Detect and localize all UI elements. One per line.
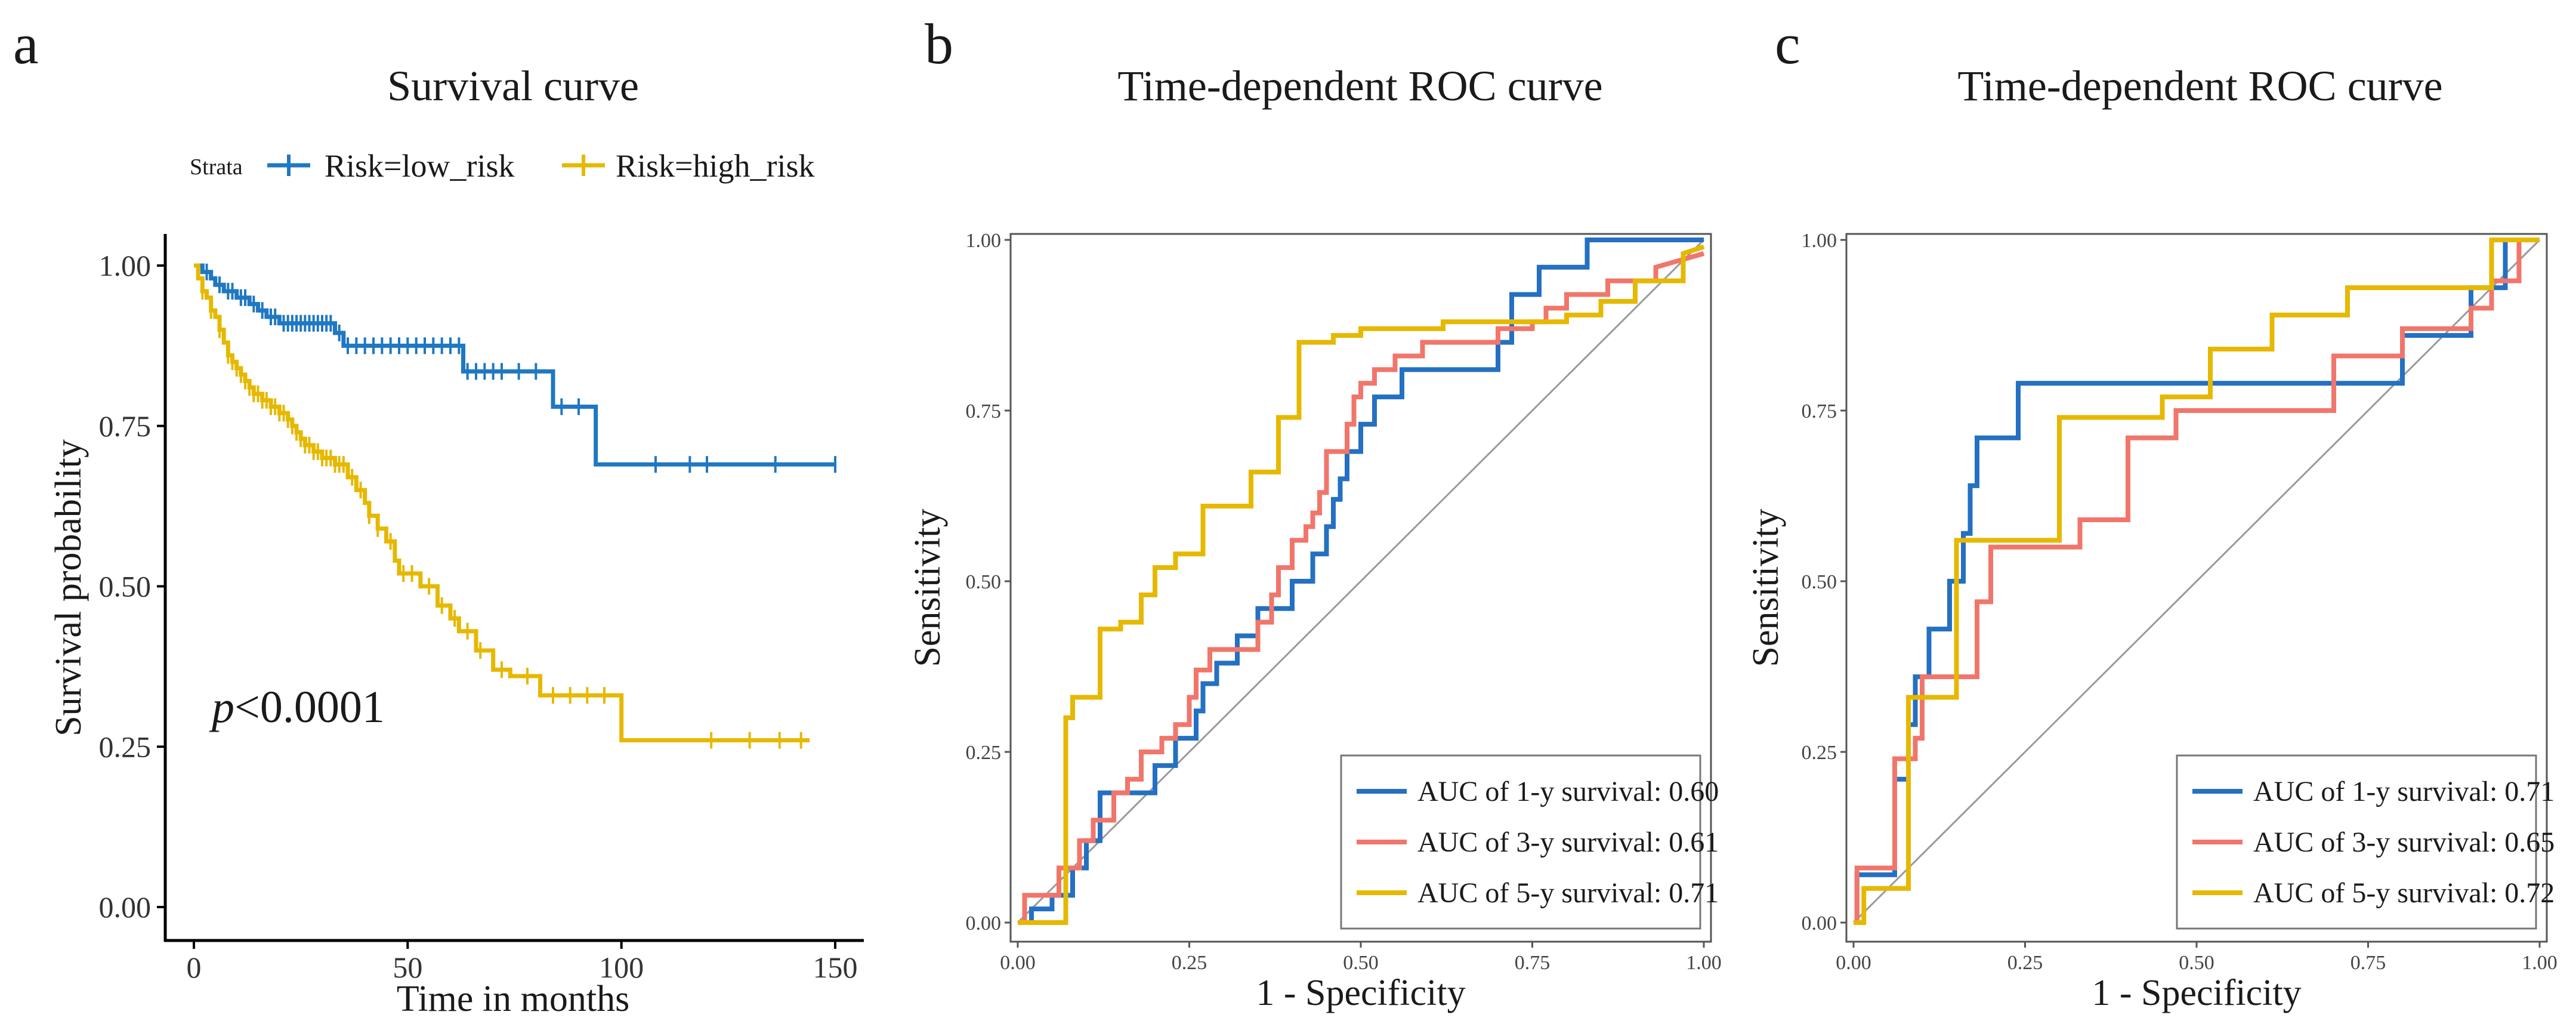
y-tick-label: 0.50 bbox=[1802, 571, 1837, 593]
y-tick-label: 0.00 bbox=[99, 890, 152, 924]
y-axis-ticks: 0.00 0.25 0.50 0.75 1.00 bbox=[99, 249, 165, 924]
roc-line-3y bbox=[1854, 238, 2540, 925]
legend-label: AUC of 1-y survival: 0.71 bbox=[2253, 776, 2555, 807]
y-tick-label: 0.50 bbox=[99, 570, 152, 603]
series-low-risk bbox=[194, 263, 836, 473]
p-value-symbol: p bbox=[209, 682, 234, 732]
y-tick-label: 0.75 bbox=[1802, 400, 1837, 423]
panel-a-survival-curve: a Survival curve Strata Risk=low_risk Ri… bbox=[13, 12, 864, 1019]
strata-legend: Strata Risk=low_risk Risk=high_risk bbox=[190, 148, 815, 184]
legend-key-low-risk bbox=[267, 155, 310, 176]
x-tick-label: 150 bbox=[813, 951, 858, 984]
x-tick-label: 0.00 bbox=[1836, 952, 1871, 974]
x-axis-title: Time in months bbox=[397, 979, 629, 1019]
series-high-risk bbox=[194, 263, 810, 749]
panel-c-roc-curve: c Time-dependent ROC curve 0.000.250.500… bbox=[1746, 12, 2558, 1013]
x-tick-label: 0 bbox=[187, 951, 202, 984]
reference-diagonal bbox=[1852, 239, 2541, 924]
chart-title: Time-dependent ROC curve bbox=[1957, 62, 2442, 110]
y-tick-label: 0.00 bbox=[966, 912, 1002, 935]
y-tick-label: 0.25 bbox=[966, 742, 1002, 764]
y-tick-label: 0.75 bbox=[99, 409, 152, 443]
chart-title: Survival curve bbox=[387, 62, 639, 110]
x-tick-label: 0.75 bbox=[1515, 952, 1550, 974]
legend-title: Strata bbox=[190, 155, 243, 180]
y-axis-title: Survival probability bbox=[48, 439, 89, 736]
survival-line bbox=[194, 263, 835, 467]
survival-line bbox=[194, 263, 810, 742]
x-tick-label: 0.50 bbox=[2179, 952, 2214, 974]
legend: AUC of 1-y survival: 0.71 AUC of 3-y surv… bbox=[2176, 754, 2555, 930]
roc-line-3y bbox=[1018, 251, 1705, 925]
y-tick-label: 1.00 bbox=[1802, 230, 1837, 252]
roc-line-5y bbox=[1854, 238, 2540, 925]
x-tick-label: 0.50 bbox=[1343, 952, 1379, 974]
legend-label: AUC of 5-y survival: 0.71 bbox=[1417, 877, 1719, 909]
panel-letter-a: a bbox=[13, 12, 39, 76]
roc-line-5y bbox=[1018, 244, 1705, 925]
y-tick-label: 0.50 bbox=[966, 571, 1002, 593]
p-value-annotation: p<0.0001 bbox=[209, 682, 385, 732]
p-value-text: <0.0001 bbox=[234, 682, 385, 732]
legend-label-low-risk: Risk=low_risk bbox=[325, 148, 515, 184]
x-tick-label: 50 bbox=[393, 951, 422, 984]
x-tick-label: 0.00 bbox=[1000, 952, 1036, 974]
y-tick-label: 0.25 bbox=[1802, 742, 1837, 764]
roc-plot-area: 0.00 0.25 0.50 0.75 1.00 0.00 0.25 0.50 0.75 1.00… bbox=[1802, 230, 2558, 974]
legend-label: AUC of 5-y survival: 0.72 bbox=[2253, 877, 2555, 909]
x-tick-label: 1.00 bbox=[2522, 952, 2558, 974]
panel-letter-c: c bbox=[1775, 12, 1800, 76]
legend-label: AUC of 3-y survival: 0.61 bbox=[1417, 827, 1719, 858]
chart-title: Time-dependent ROC curve bbox=[1117, 62, 1602, 110]
y-tick-label: 0.00 bbox=[1802, 912, 1837, 935]
roc-line-1y bbox=[1854, 238, 2540, 925]
x-tick-label: 0.25 bbox=[2007, 952, 2043, 974]
x-axis-ticks: 0 50 100 150 bbox=[187, 940, 858, 984]
y-tick-label: 0.25 bbox=[99, 730, 152, 763]
x-tick-label: 0.75 bbox=[2350, 952, 2386, 974]
x-tick-label: 0.25 bbox=[1172, 952, 1207, 974]
x-tick-label: 100 bbox=[599, 951, 644, 984]
reference-diagonal bbox=[1017, 239, 1705, 924]
y-axis-title: Sensitivity bbox=[1746, 508, 1786, 667]
x-axis-title: 1 - Specificity bbox=[2092, 973, 2301, 1013]
roc-plot-area: 0.00 0.25 0.50 0.75 1.00 0.00 0.25 0.50 0.75 1.00… bbox=[966, 230, 1722, 974]
x-tick-label: 1.00 bbox=[1686, 952, 1722, 974]
legend-label-high-risk: Risk=high_risk bbox=[616, 148, 815, 184]
legend-label: AUC of 3-y survival: 0.65 bbox=[2253, 827, 2555, 858]
legend-label: AUC of 1-y survival: 0.60 bbox=[1417, 776, 1719, 807]
y-tick-label: 0.75 bbox=[966, 400, 1002, 423]
panel-b-roc-curve: b Time-dependent ROC curve 0.000.250.500… bbox=[907, 12, 1722, 1013]
legend-key-high-risk bbox=[562, 155, 605, 176]
y-tick-label: 1.00 bbox=[966, 230, 1002, 252]
y-axis-title: Sensitivity bbox=[907, 508, 948, 667]
survival-series bbox=[194, 263, 836, 749]
y-tick-label: 1.00 bbox=[99, 249, 152, 282]
x-axis-title: 1 - Specificity bbox=[1256, 973, 1465, 1013]
legend: AUC of 1-y survival: 0.60 AUC of 3-y surv… bbox=[1340, 754, 1719, 930]
panel-letter-b: b bbox=[925, 12, 953, 76]
